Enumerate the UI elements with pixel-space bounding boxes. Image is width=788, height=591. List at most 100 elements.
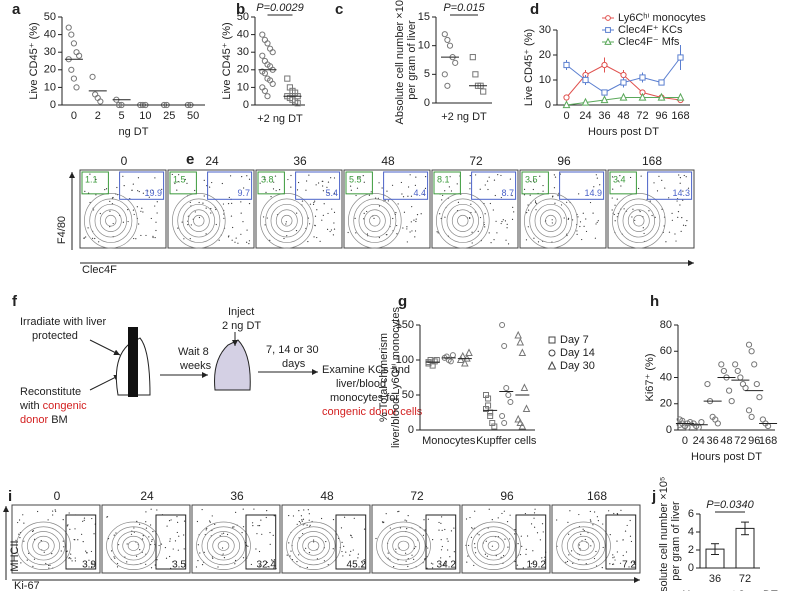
event-dot xyxy=(222,532,225,534)
event-dot xyxy=(243,187,245,189)
x-tick-label: 72 xyxy=(739,573,751,585)
event-dot xyxy=(368,194,370,196)
event-dot xyxy=(511,218,514,220)
event-dot xyxy=(177,227,179,229)
event-dot xyxy=(107,538,110,540)
event-dot xyxy=(327,181,330,183)
event-dot xyxy=(259,182,261,184)
event-dot xyxy=(583,529,585,532)
event-dot xyxy=(331,208,333,210)
event-dot xyxy=(297,181,300,184)
event-dot xyxy=(387,200,389,202)
contour xyxy=(572,535,595,556)
event-dot xyxy=(302,524,304,526)
x-axis-label: +2 ng DT xyxy=(257,113,303,125)
event-dot xyxy=(314,224,316,226)
event-dot xyxy=(432,538,434,541)
event-dot xyxy=(534,200,537,202)
event-dot xyxy=(205,207,207,209)
event-dot xyxy=(85,236,87,238)
event-dot xyxy=(315,184,317,186)
x-tick-label: 0 xyxy=(563,110,569,122)
event-dot xyxy=(136,555,138,557)
event-dot xyxy=(98,241,100,243)
event-dot xyxy=(649,200,651,202)
event-dot xyxy=(240,233,242,235)
event-dot xyxy=(202,202,204,204)
event-dot xyxy=(183,548,185,550)
event-dot xyxy=(611,197,613,199)
event-dot xyxy=(611,209,613,211)
mouse xyxy=(214,339,251,391)
event-dot xyxy=(402,196,405,198)
event-dot xyxy=(398,510,400,512)
point xyxy=(518,421,527,430)
contour xyxy=(21,526,66,566)
y-tick-label: 40 xyxy=(660,371,672,383)
event-dot xyxy=(533,512,536,514)
contour xyxy=(16,521,71,570)
point xyxy=(548,336,556,344)
event-dot xyxy=(301,200,304,202)
event-dot xyxy=(258,550,261,553)
gate-value: 32.4 xyxy=(257,560,277,571)
event-dot xyxy=(629,535,632,537)
event-dot xyxy=(132,209,135,211)
event-dot xyxy=(424,529,426,531)
event-dot xyxy=(381,521,384,523)
contour xyxy=(99,209,122,232)
event-dot xyxy=(176,531,178,534)
event-dot xyxy=(106,516,108,518)
event-dot xyxy=(381,187,383,189)
event-dot xyxy=(155,229,157,232)
point xyxy=(92,91,99,98)
event-dot xyxy=(557,194,559,197)
step-text: Reconstitute xyxy=(20,386,81,398)
event-dot xyxy=(138,190,140,193)
event-dot xyxy=(290,174,292,177)
contour xyxy=(111,526,156,566)
step-text: 7, 14 or 30 xyxy=(266,344,319,356)
event-dot xyxy=(565,561,567,563)
event-dot xyxy=(305,189,307,191)
event-dot xyxy=(507,243,510,245)
event-dot xyxy=(323,203,325,205)
event-dot xyxy=(593,557,596,560)
event-dot xyxy=(130,533,133,535)
event-dot xyxy=(392,217,394,220)
event-dot xyxy=(196,520,199,523)
point xyxy=(76,52,83,59)
flow-plot: 3.8 5.4 xyxy=(255,169,343,249)
event-dot xyxy=(387,552,389,554)
event-dot xyxy=(613,512,615,515)
event-dot xyxy=(619,175,621,177)
event-dot xyxy=(169,555,171,558)
panel-label: b xyxy=(236,1,245,18)
event-dot xyxy=(642,227,644,229)
event-dot xyxy=(54,510,57,512)
event-dot xyxy=(172,561,174,563)
event-dot xyxy=(154,177,156,179)
point xyxy=(601,89,608,96)
event-dot xyxy=(45,562,47,565)
event-dot xyxy=(403,211,406,213)
event-dot xyxy=(501,220,503,223)
event-dot xyxy=(366,233,369,235)
event-dot xyxy=(578,513,580,516)
flow-plot: 3.5 14.9 xyxy=(519,169,607,249)
event-dot xyxy=(114,557,116,559)
gate-value: 3.5 xyxy=(172,560,186,571)
event-dot xyxy=(289,555,291,557)
event-dot xyxy=(533,181,536,183)
point xyxy=(461,358,469,367)
event-dot xyxy=(616,540,618,542)
event-dot xyxy=(486,555,488,557)
event-dot xyxy=(285,221,287,223)
event-dot xyxy=(469,188,471,190)
event-dot xyxy=(471,231,473,233)
event-dot xyxy=(661,179,663,181)
event-dot xyxy=(307,240,309,243)
gate xyxy=(335,514,367,570)
event-dot xyxy=(484,553,487,555)
x-tick-label: 10 xyxy=(139,110,151,122)
